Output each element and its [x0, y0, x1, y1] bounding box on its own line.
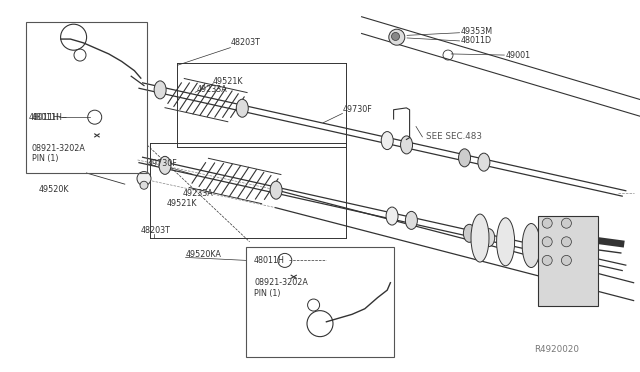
Text: 08921-3202A: 08921-3202A [32, 144, 86, 153]
Text: 49730F: 49730F [342, 105, 372, 114]
Text: 08921-3202A: 08921-3202A [254, 278, 308, 287]
Text: 49520K: 49520K [38, 185, 69, 194]
Text: PIN (1): PIN (1) [32, 154, 58, 163]
Circle shape [542, 237, 552, 247]
Ellipse shape [497, 218, 515, 266]
Circle shape [389, 29, 405, 45]
Text: 49730F: 49730F [147, 159, 177, 168]
Ellipse shape [478, 153, 490, 171]
Ellipse shape [270, 181, 282, 199]
Ellipse shape [463, 224, 476, 242]
Ellipse shape [458, 149, 470, 167]
Text: PIN (1): PIN (1) [254, 289, 280, 298]
Text: 48011H: 48011H [254, 256, 285, 265]
Text: 49001: 49001 [506, 51, 531, 60]
Circle shape [542, 256, 552, 265]
Circle shape [542, 218, 552, 228]
Ellipse shape [236, 99, 248, 117]
Ellipse shape [405, 211, 417, 230]
Text: 49521K: 49521K [213, 77, 244, 86]
Text: 48203T: 48203T [230, 38, 260, 47]
Ellipse shape [159, 156, 171, 174]
Bar [538, 216, 598, 306]
Ellipse shape [401, 136, 413, 154]
Circle shape [392, 32, 399, 41]
Circle shape [561, 237, 572, 247]
Text: 49521K: 49521K [166, 199, 197, 208]
Text: 49353M: 49353M [461, 27, 493, 36]
Text: 48011D: 48011D [461, 36, 492, 45]
Circle shape [561, 256, 572, 265]
Circle shape [137, 171, 151, 186]
Text: 48203T: 48203T [141, 226, 171, 235]
Text: 49520KA: 49520KA [186, 250, 221, 259]
Ellipse shape [522, 224, 540, 267]
Circle shape [140, 181, 148, 189]
Text: R4920020: R4920020 [534, 345, 579, 354]
Ellipse shape [471, 214, 489, 262]
Bar [26, 22, 147, 173]
Circle shape [561, 218, 572, 228]
Text: 48011H: 48011H [32, 113, 63, 122]
Ellipse shape [483, 229, 495, 247]
Text: SEE SEC.483: SEE SEC.483 [426, 132, 482, 141]
Text: 49233A: 49233A [196, 85, 227, 94]
Text: 49233A: 49233A [182, 189, 213, 198]
Text: 48011H—: 48011H— [29, 113, 68, 122]
Bar [246, 247, 394, 357]
Ellipse shape [381, 132, 393, 150]
Ellipse shape [386, 207, 398, 225]
Ellipse shape [154, 81, 166, 99]
